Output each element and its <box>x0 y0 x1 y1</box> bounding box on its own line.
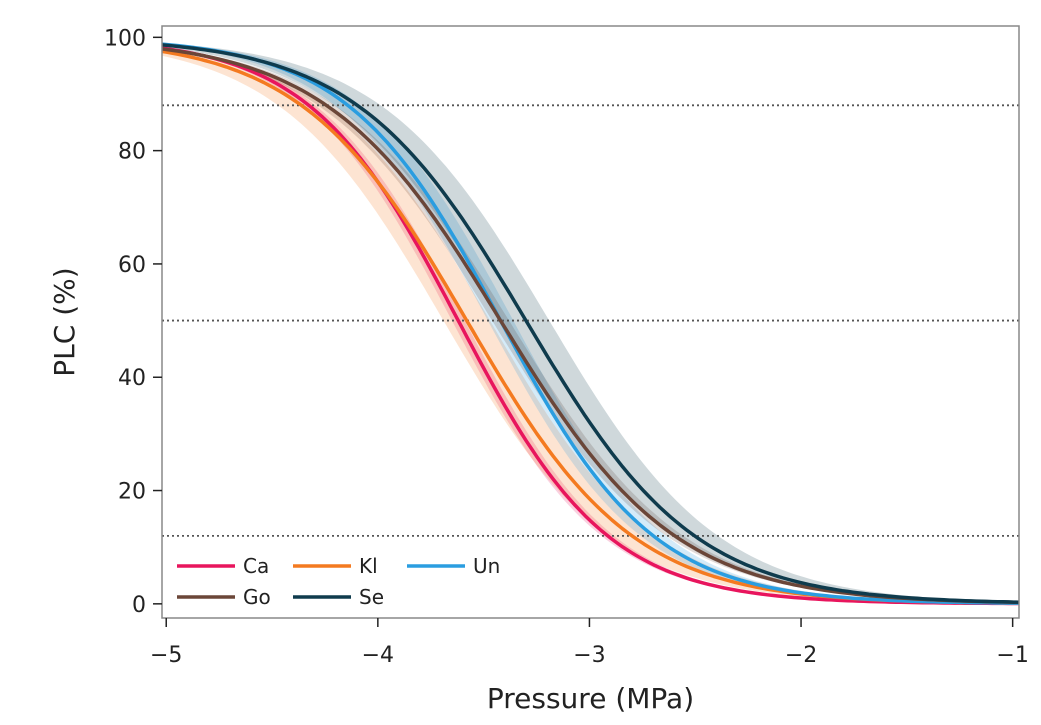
y-tick-label: 0 <box>132 593 146 618</box>
y-tick-label: 100 <box>104 26 146 51</box>
legend-label-ca: Ca <box>243 554 269 578</box>
legend-label-un: Un <box>473 554 500 578</box>
series-line-se <box>161 43 1020 604</box>
x-axis-title: Pressure (MPa) <box>487 682 694 715</box>
x-tick-label: −2 <box>785 643 817 668</box>
x-axis: −5 −4 −3 −2 −1 <box>150 618 1029 668</box>
y-tick-label: 40 <box>118 366 146 391</box>
band-ca <box>162 47 1019 604</box>
series-line-ca <box>161 46 1019 606</box>
x-tick-label: −3 <box>573 643 605 668</box>
series-lines <box>161 42 1020 606</box>
legend-label-kl: Kl <box>359 554 378 578</box>
x-tick-label: −5 <box>150 643 182 668</box>
x-tick-label: −1 <box>996 643 1028 668</box>
legend-label-go: Go <box>243 585 271 609</box>
y-tick-label: 80 <box>118 140 146 165</box>
y-tick-label: 60 <box>118 253 146 278</box>
y-axis: 0 20 40 60 80 100 <box>104 26 162 618</box>
y-axis-title: PLC (%) <box>48 267 81 376</box>
confidence-bands <box>162 43 1019 604</box>
series-line-un <box>161 42 1020 605</box>
legend: Ca Kl Un Go Se <box>177 554 500 609</box>
band-kl <box>162 48 1019 604</box>
legend-label-se: Se <box>359 585 384 609</box>
y-tick-label: 20 <box>118 480 146 505</box>
plot-frame <box>161 25 1020 619</box>
x-tick-label: −4 <box>362 643 394 668</box>
